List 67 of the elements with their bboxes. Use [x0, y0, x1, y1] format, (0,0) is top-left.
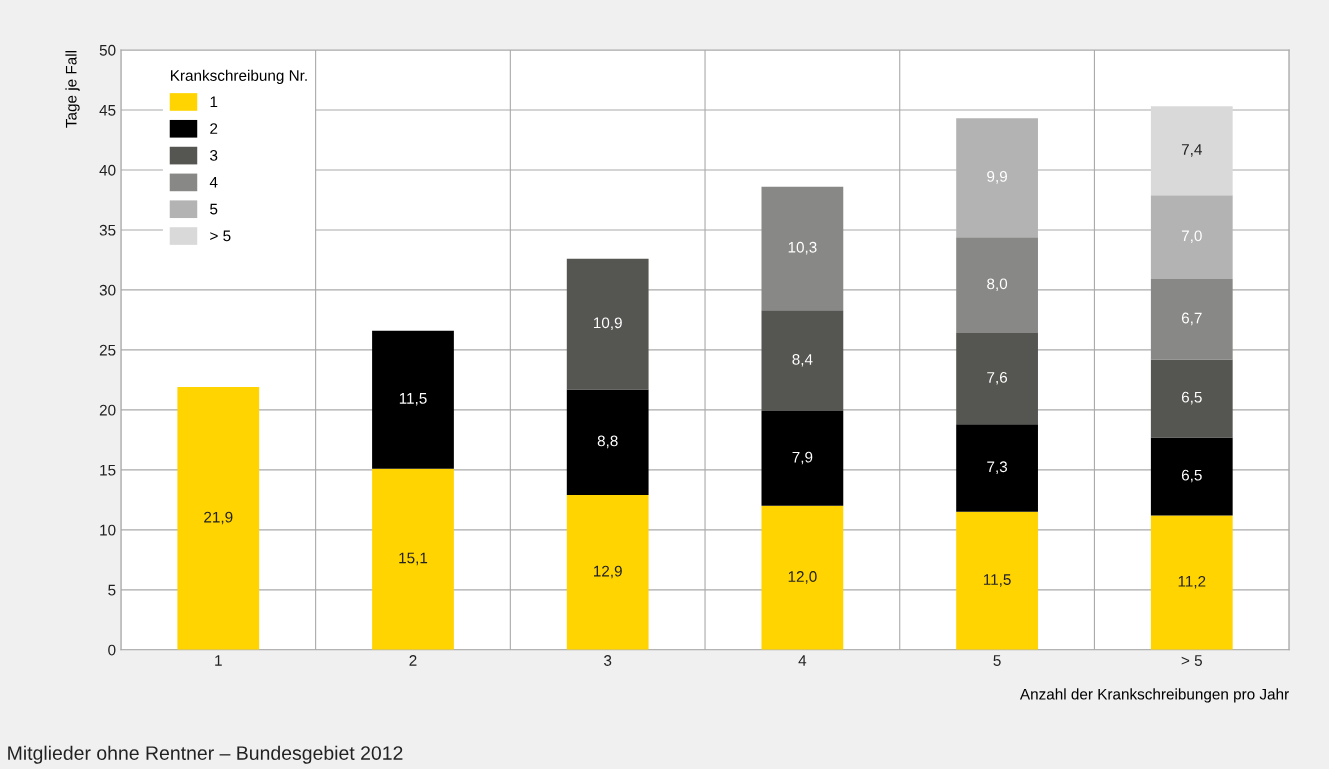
y-tick-label: 50 [99, 44, 116, 56]
legend-label: > 5 [210, 230, 231, 242]
text: Mitglieder ohne Rentner – Bundesgebiet 2012 [8, 745, 403, 764]
bar [761, 411, 844, 506]
data-label: 7,9 [792, 451, 813, 465]
data-label: 7,4 [1181, 144, 1202, 157]
bar [1150, 515, 1233, 650]
legend-title: Krankschreibung Nr. [170, 69, 307, 84]
data-label: 11,5 [983, 574, 1011, 587]
data-label: 9,9 [987, 171, 1007, 184]
x-tick-label: 1 [215, 655, 222, 666]
data-label: 7,3 [987, 461, 1008, 474]
data-label: 11,5 [399, 393, 427, 406]
data-label: 12,0 [788, 571, 817, 584]
data-label: 6,7 [1181, 312, 1202, 326]
y-tick-label: 20 [99, 404, 116, 416]
data-label: 8,0 [987, 278, 1008, 292]
bar [566, 389, 649, 496]
data-label: 6,5 [1181, 391, 1202, 405]
bar [956, 424, 1038, 512]
bar [1150, 279, 1233, 360]
y-tick-label: 40 [99, 164, 116, 176]
data-label: 15,1 [399, 552, 428, 566]
data-label: 7,0 [1181, 230, 1202, 244]
legend-label: 5 [210, 203, 218, 215]
x-axis-title: Anzahl der Krankschreibungen pro Jahr [1019, 688, 1289, 703]
y-tick-label: 25 [99, 344, 116, 356]
bar [1150, 359, 1233, 438]
bar [956, 237, 1038, 334]
x-tick-label: 4 [798, 655, 807, 666]
bar [761, 505, 844, 650]
data-label: 10,9 [593, 317, 622, 331]
data-label: 8,4 [792, 353, 813, 367]
bar [956, 511, 1038, 650]
legend-label: 1 [210, 96, 218, 108]
y-tick-label: 45 [99, 104, 116, 116]
y-tick-label: 5 [108, 584, 116, 596]
y-tick-label: 10 [100, 524, 116, 536]
bar [372, 468, 454, 650]
data-label: 8,8 [597, 435, 618, 449]
y-tick-label: 35 [99, 224, 116, 236]
x-tick-label: 3 [604, 655, 612, 666]
bar [566, 258, 649, 390]
y-axis-title: Tage je Fall [65, 51, 80, 128]
data-label: 12,9 [593, 565, 622, 579]
bar [761, 186, 844, 311]
bar [761, 310, 844, 412]
bar [372, 330, 454, 469]
bar [566, 495, 649, 650]
y-tick-label: 30 [99, 284, 116, 296]
bar [177, 387, 260, 650]
data-label: 7,6 [987, 371, 1008, 385]
data-label: 10,3 [788, 241, 817, 255]
data-label: 6,5 [1181, 469, 1202, 483]
legend-label: 2 [210, 123, 218, 134]
bar [1150, 437, 1233, 516]
bar [956, 333, 1038, 425]
y-tick-label: 0 [108, 644, 116, 656]
bar [1150, 106, 1233, 196]
x-tick-label: 5 [993, 655, 1001, 666]
x-tick-label: > 5 [1181, 655, 1202, 666]
x-tick-label: 2 [409, 655, 417, 666]
legend-label: 3 [210, 150, 218, 161]
y-tick-label: 15 [100, 464, 116, 476]
data-label: 21,9 [204, 511, 233, 525]
data-label: 11,2 [1178, 575, 1206, 589]
legend-label: 4 [209, 176, 218, 188]
